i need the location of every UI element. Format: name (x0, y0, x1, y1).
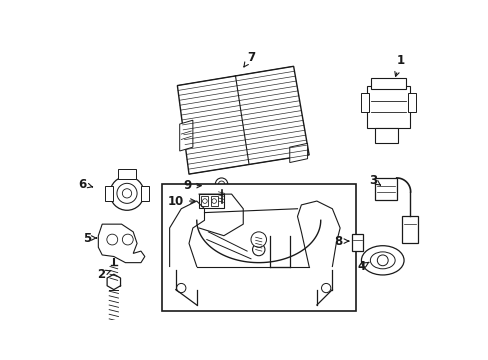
Circle shape (117, 183, 137, 203)
Text: 8: 8 (334, 235, 348, 248)
Bar (401, 216, 417, 243)
Polygon shape (289, 143, 307, 163)
Bar (374, 128, 397, 143)
Bar (360, 93, 368, 112)
Text: 9: 9 (183, 179, 201, 192)
Text: 2: 2 (97, 268, 111, 281)
Circle shape (122, 189, 131, 198)
Text: 10: 10 (167, 194, 195, 208)
Bar (366, 86, 409, 128)
Bar (407, 93, 415, 112)
Circle shape (252, 243, 264, 256)
Bar (162, 184, 355, 311)
Polygon shape (98, 224, 144, 263)
Bar (199, 194, 224, 208)
Circle shape (211, 199, 216, 203)
Circle shape (215, 178, 227, 190)
Text: 7: 7 (244, 50, 255, 67)
Bar (141, 186, 148, 201)
Circle shape (377, 255, 387, 266)
Circle shape (218, 181, 224, 187)
Text: 3: 3 (368, 174, 380, 187)
Bar (351, 234, 363, 251)
Circle shape (110, 176, 144, 210)
Bar (201, 197, 208, 206)
Circle shape (321, 283, 330, 293)
Bar (118, 169, 136, 180)
Text: 4: 4 (357, 260, 368, 273)
Circle shape (122, 234, 133, 245)
Circle shape (202, 199, 207, 203)
Ellipse shape (361, 246, 403, 275)
Text: 5: 5 (82, 231, 96, 244)
Circle shape (250, 232, 266, 247)
Circle shape (176, 283, 185, 293)
Circle shape (107, 234, 118, 245)
Bar (370, 78, 405, 89)
Bar (210, 197, 217, 206)
Bar (374, 178, 396, 199)
Ellipse shape (369, 252, 394, 269)
Polygon shape (177, 66, 308, 174)
Polygon shape (179, 120, 192, 151)
Text: 6: 6 (79, 177, 92, 190)
Text: 1: 1 (394, 54, 404, 76)
Bar (105, 186, 113, 201)
Polygon shape (165, 209, 347, 286)
